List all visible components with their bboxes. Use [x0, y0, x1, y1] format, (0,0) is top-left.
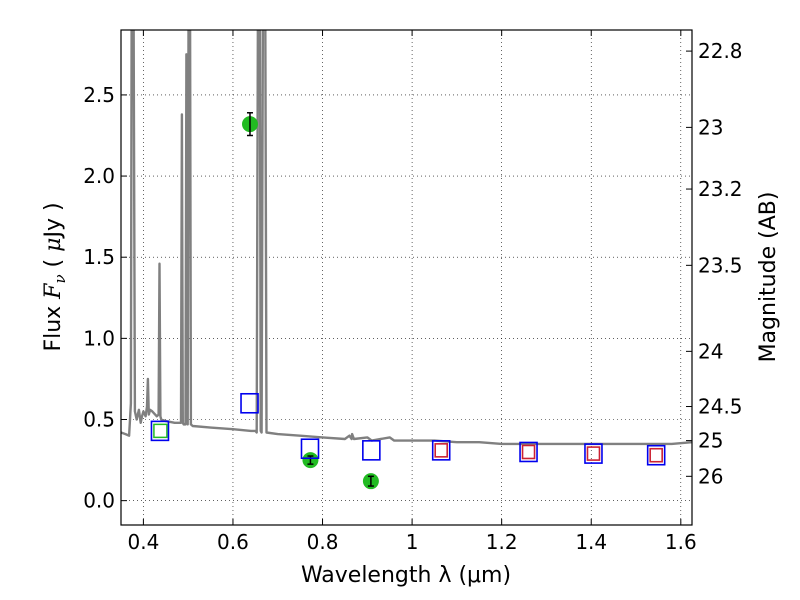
x-tick-label: 0.8: [307, 530, 339, 554]
right-tick-label: 23.5: [698, 253, 743, 277]
model-point: [584, 443, 603, 464]
grid: [121, 30, 692, 525]
model-point: [240, 392, 259, 414]
y-tick-label: 1.5: [83, 245, 115, 269]
y-tick-label: 0.5: [83, 408, 115, 432]
x-tick-label: 1: [406, 530, 419, 554]
spectrum-line: [121, 30, 692, 446]
ticks: 0.4 0.6 0.8 1 1.2 1.4 1.6 0.0 0.5 1.0 1.5 2.0 2.5 22.…: [83, 30, 743, 554]
right-tick-label: 24: [698, 339, 723, 363]
model-point: [362, 440, 381, 461]
right-tick-label: 25: [698, 429, 723, 453]
x-tick-label: 1.4: [575, 530, 607, 554]
y-tick-label: 2.5: [83, 83, 115, 107]
x-tick-label: 0.4: [127, 530, 159, 554]
plot-frame: [120, 29, 693, 526]
upper-limit-point: [649, 447, 663, 463]
y-tick-label: 1.0: [83, 326, 115, 350]
upper-limit-point: [586, 446, 601, 461]
y-axis-label: Flux Fν ( μJy ): [41, 202, 69, 351]
model-point: [150, 420, 170, 442]
model-point: [300, 438, 320, 460]
upper-limit-point: [521, 444, 536, 460]
upper-limit-point: [434, 443, 449, 458]
right-tick-label: 26: [698, 464, 723, 488]
right-tick-label: 24.5: [698, 395, 743, 419]
right-tick-label: 23.2: [698, 177, 743, 201]
model-point: [646, 444, 666, 466]
model-point: [519, 441, 538, 463]
y-tick-label: 0.0: [83, 489, 115, 513]
x-axis-label: Wavelength λ (μm): [301, 563, 511, 588]
y-tick-label: 2.0: [83, 164, 115, 188]
x-tick-label: 0.6: [217, 530, 249, 554]
x-tick-label: 1.6: [665, 530, 697, 554]
observed-point: [153, 423, 168, 439]
model-point: [431, 440, 451, 461]
right-tick-label: 22.8: [698, 39, 743, 63]
right-axis-label: Magnitude (AB): [756, 192, 781, 363]
right-tick-label: 23: [698, 115, 723, 139]
x-tick-label: 1.2: [486, 530, 518, 554]
